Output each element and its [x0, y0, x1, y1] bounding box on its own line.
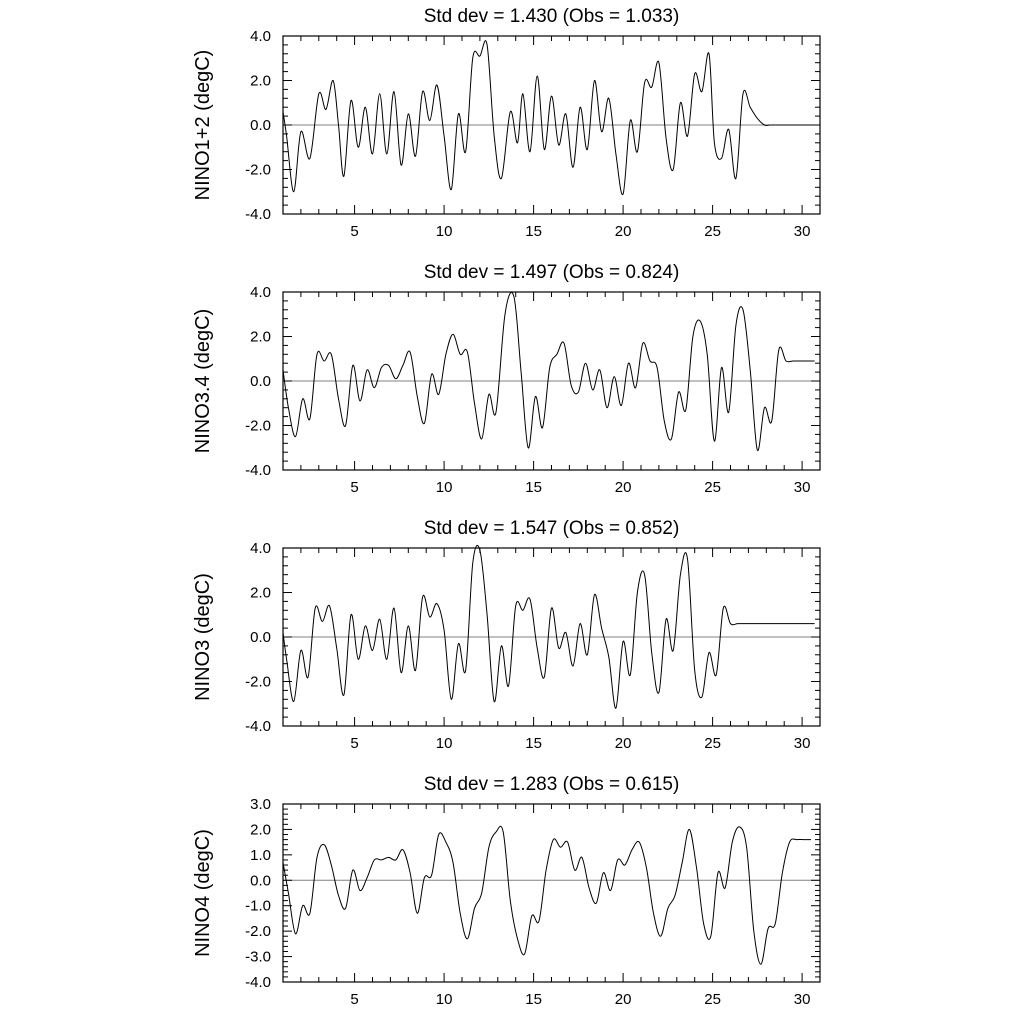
y-axis-label: NINO3.4 (degC)	[192, 309, 214, 454]
y-tick-label: 2.0	[250, 329, 271, 346]
y-tick-label: 1.0	[250, 847, 271, 864]
panel-0: Std dev = 1.430 (Obs = 1.033) NINO1+2 (de…	[192, 6, 821, 240]
x-tick-label: 15	[525, 479, 542, 496]
series-line-0	[282, 825, 811, 965]
x-tick-label: 30	[794, 991, 811, 1008]
y-tick-label: 2.0	[250, 585, 271, 602]
y-tick-label: 3.0	[250, 796, 271, 813]
y-axis-label: NINO3 (degC)	[192, 573, 214, 701]
y-tick-label: 4.0	[250, 28, 271, 45]
y-tick-label: 0.0	[250, 373, 271, 390]
panel-title: Std dev = 1.430 (Obs = 1.033)	[424, 6, 680, 27]
y-tick-label: -4.0	[245, 462, 271, 479]
series-line-0	[282, 544, 815, 709]
y-tick-label: -4.0	[245, 206, 271, 223]
y-tick-label: -2.0	[245, 923, 271, 940]
y-tick-label: -4.0	[245, 718, 271, 735]
x-tick-label: 25	[704, 479, 721, 496]
plot-frame	[282, 803, 821, 983]
x-tick-label: 5	[350, 735, 358, 752]
x-tick-label: 10	[436, 991, 453, 1008]
y-tick-label: 0.0	[250, 629, 271, 646]
y-tick-label: 0.0	[250, 117, 271, 134]
x-tick-label: 20	[615, 479, 632, 496]
x-tick-label: 10	[436, 223, 453, 240]
panel-1: Std dev = 1.497 (Obs = 0.824) NINO3.4 (de…	[192, 262, 821, 496]
y-tick-label: 2.0	[250, 73, 271, 90]
y-tick-label: -2.0	[245, 162, 271, 179]
x-tick-label: 25	[704, 223, 721, 240]
x-tick-label: 20	[615, 991, 632, 1008]
x-tick-label: 15	[525, 223, 542, 240]
x-tick-label: 5	[350, 991, 358, 1008]
y-tick-label: 2.0	[250, 821, 271, 838]
series-line-0	[282, 291, 815, 451]
y-tick-label: -4.0	[245, 974, 271, 991]
y-axis-label: NINO4 (degC)	[192, 829, 214, 957]
x-tick-label: 20	[615, 223, 632, 240]
y-tick-label: -2.0	[245, 674, 271, 691]
x-tick-label: 15	[525, 735, 542, 752]
plot-frame	[282, 547, 821, 727]
x-tick-label: 30	[794, 479, 811, 496]
panel-title: Std dev = 1.547 (Obs = 0.852)	[424, 518, 680, 539]
y-tick-label: 0.0	[250, 872, 271, 889]
x-tick-label: 20	[615, 735, 632, 752]
panel-title: Std dev = 1.283 (Obs = 0.615)	[424, 774, 680, 795]
y-tick-label: -1.0	[245, 898, 271, 915]
panel-2: Std dev = 1.547 (Obs = 0.852) NINO3 (degC…	[192, 518, 821, 752]
y-tick-label: -3.0	[245, 949, 271, 966]
x-tick-label: 25	[704, 991, 721, 1008]
panel-title: Std dev = 1.497 (Obs = 0.824)	[424, 262, 680, 283]
x-tick-label: 10	[436, 735, 453, 752]
x-tick-label: 5	[350, 223, 358, 240]
y-tick-label: -2.0	[245, 418, 271, 435]
x-tick-label: 30	[794, 735, 811, 752]
x-tick-label: 30	[794, 223, 811, 240]
x-tick-label: 25	[704, 735, 721, 752]
y-axis-label: NINO1+2 (degC)	[192, 50, 214, 201]
plot-frame	[282, 35, 821, 215]
y-tick-label: 4.0	[250, 540, 271, 557]
panel-3: Std dev = 1.283 (Obs = 0.615) NINO4 (degC…	[192, 774, 821, 1008]
x-tick-label: 10	[436, 479, 453, 496]
x-tick-label: 5	[350, 479, 358, 496]
y-tick-label: 4.0	[250, 284, 271, 301]
plot-frame	[282, 291, 821, 471]
x-tick-label: 15	[525, 991, 542, 1008]
series-line-0	[282, 40, 811, 196]
